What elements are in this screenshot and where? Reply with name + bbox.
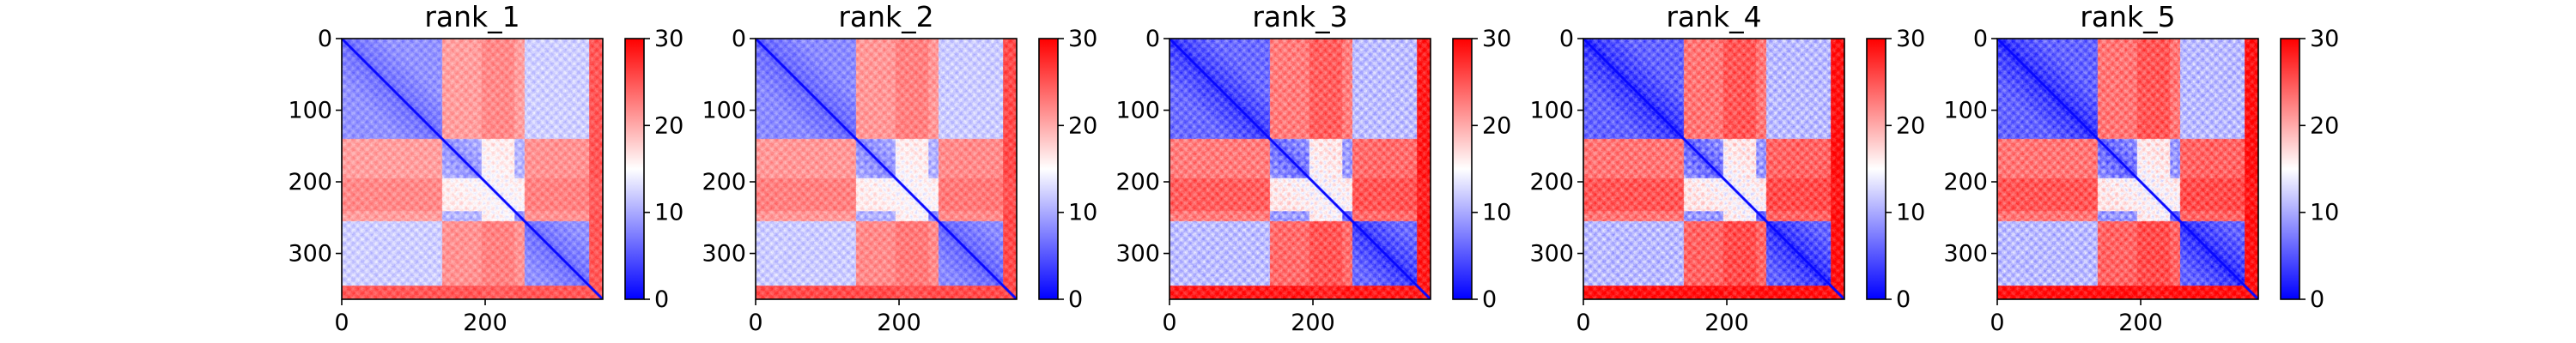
panel-rank_1: rank_1 0 100 200 300 0 200 0 10 20 30 [288,0,683,336]
colorbar-tick-label: 30 [1482,26,1511,52]
x-tick-label: 0 [1576,310,1590,336]
plot-frame [1583,38,1845,300]
colorbar-tick-label: 0 [1068,286,1083,313]
colorbar [625,39,644,299]
colorbar-tick-label: 30 [1896,26,1925,52]
x-tick-label: 200 [463,310,507,336]
colorbar-frame [1866,38,1886,300]
y-tick-label: 100 [1943,98,1988,124]
y-tick-label: 100 [702,98,746,124]
colorbar-tick-label: 20 [2310,112,2339,139]
heatmap-image [756,39,1017,299]
colorbar-tick-label: 30 [654,26,683,52]
colorbar [2281,39,2300,299]
colorbar-tick-label: 20 [1482,112,1511,139]
plot-frame [755,38,1018,300]
colorbar-frame [2280,38,2300,300]
colorbar-tick-label: 10 [654,200,683,226]
colorbar [1453,39,1472,299]
colorbar-frame [624,38,645,300]
y-tick-label: 0 [1973,26,1988,52]
colorbar-tick-label: 0 [2310,286,2324,313]
colorbar-tick-label: 0 [654,286,669,313]
heatmap-image [1583,39,1844,299]
colorbar-tick-label: 30 [2310,26,2339,52]
panel-rank_5: rank_5 0 100 200 300 0 200 0 10 20 30 [1943,0,2339,336]
y-tick-label: 0 [1559,26,1574,52]
x-tick-label: 0 [334,310,349,336]
y-tick-label: 300 [1529,241,1574,268]
colorbar-tick-label: 10 [1896,200,1925,226]
y-tick-label: 300 [702,241,746,268]
y-tick-label: 100 [1529,98,1574,124]
colorbar-tick-label: 20 [1896,112,1925,139]
x-tick-label: 200 [1704,310,1749,336]
plot-frame [341,38,604,300]
y-tick-label: 0 [1145,26,1160,52]
colorbar-tick-label: 0 [1482,286,1497,313]
heatmap-image [1170,39,1431,299]
heatmap-image [342,39,603,299]
y-tick-label: 200 [288,169,332,196]
panel-title: rank_3 [1252,0,1347,33]
x-tick-label: 0 [1990,310,2004,336]
y-tick-label: 200 [702,169,746,196]
y-tick-label: 0 [732,26,746,52]
colorbar-tick-label: 10 [1068,200,1097,226]
panel-rank_3: rank_3 0 100 200 300 0 200 0 10 20 30 [1115,0,1511,336]
y-tick-label: 100 [1115,98,1160,124]
panel-rank_4: rank_4 0 100 200 300 0 200 0 10 20 30 [1529,0,1925,336]
panel-title: rank_4 [1666,0,1761,33]
y-tick-label: 100 [288,98,332,124]
colorbar-frame [1452,38,1473,300]
panel-rank_2: rank_2 0 100 200 300 0 200 0 10 20 30 [702,0,1097,336]
y-tick-label: 200 [1115,169,1160,196]
x-tick-label: 200 [2118,310,2163,336]
panel-title: rank_1 [424,0,519,33]
colorbar-tick-label: 10 [1482,200,1511,226]
x-tick-label: 0 [748,310,762,336]
panel-title: rank_5 [2080,0,2175,33]
colorbar-frame [1038,38,1059,300]
colorbar-tick-label: 20 [654,112,683,139]
x-tick-label: 200 [877,310,921,336]
plot-frame [1996,38,2259,300]
y-tick-label: 300 [288,241,332,268]
heatmap-image [1997,39,2258,299]
colorbar [1867,39,1886,299]
panel-title: rank_2 [838,0,933,33]
y-tick-label: 200 [1529,169,1574,196]
colorbar-tick-label: 10 [2310,200,2339,226]
colorbar-tick-label: 0 [1896,286,1911,313]
colorbar-tick-label: 20 [1068,112,1097,139]
colorbar [1039,39,1058,299]
colorbar-tick-label: 30 [1068,26,1097,52]
y-tick-label: 300 [1943,241,1988,268]
x-tick-label: 0 [1162,310,1176,336]
y-tick-label: 200 [1943,169,1988,196]
y-tick-label: 300 [1115,241,1160,268]
x-tick-label: 200 [1291,310,1335,336]
y-tick-label: 0 [318,26,332,52]
plot-frame [1169,38,1431,300]
